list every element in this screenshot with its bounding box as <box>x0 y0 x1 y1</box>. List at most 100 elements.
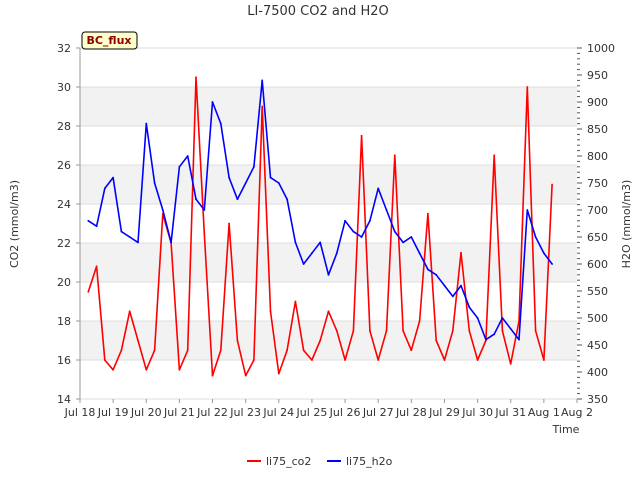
x-tick-label: Jul 24 <box>262 406 294 419</box>
y-ticks-left: 14 16 18 20 22 24 26 28 30 32 <box>57 42 80 406</box>
data-point-li75_co2 <box>261 105 264 108</box>
data-point-li75_h2o <box>319 241 322 244</box>
y-tick-label-left: 20 <box>57 276 71 289</box>
data-point-li75_h2o <box>327 273 330 276</box>
y-tick-label-left: 28 <box>57 120 71 133</box>
data-point-li75_co2 <box>195 76 197 79</box>
data-point-li75_co2 <box>410 349 413 352</box>
data-point-li75_h2o <box>468 306 471 309</box>
data-point-li75_co2 <box>178 368 181 371</box>
x-tick-label: Jul 21 <box>163 406 195 419</box>
x-ticks: Jul 18 Jul 19 Jul 20 Jul 21 Jul 22 Jul 23 Jul … <box>64 399 593 419</box>
x-axis-label: Time <box>552 423 580 436</box>
data-point-li75_h2o <box>402 241 404 244</box>
data-point-li75_h2o <box>145 122 148 125</box>
data-point-li75_h2o <box>551 263 553 265</box>
data-point-li75_co2 <box>186 349 189 352</box>
y-tick-label-right: 850 <box>587 123 608 136</box>
data-point-li75_h2o <box>178 165 181 168</box>
x-tick-label: Jul 20 <box>130 406 162 419</box>
y-tick-label-left: 14 <box>57 393 71 406</box>
y-tick-label-left: 16 <box>57 354 71 367</box>
data-point-li75_h2o <box>244 182 247 184</box>
x-tick-label: Jul 30 <box>461 406 493 419</box>
legend-label-co2: li75_co2 <box>266 455 311 468</box>
x-tick-label: Aug 1 <box>528 406 560 419</box>
y-tick-label-right: 600 <box>587 258 608 271</box>
data-point-li75_co2 <box>103 359 106 361</box>
data-point-li75_co2 <box>211 374 214 377</box>
y-tick-label-right: 900 <box>587 96 608 109</box>
data-point-li75_co2 <box>451 329 454 332</box>
x-tick-label: Jul 27 <box>362 406 394 419</box>
series-layer <box>87 76 553 377</box>
y-tick-label-right: 950 <box>587 69 608 82</box>
data-point-li75_co2 <box>551 183 553 186</box>
x-tick-label: Jul 26 <box>329 406 361 419</box>
data-point-li75_co2 <box>360 134 363 137</box>
background-band <box>80 87 577 126</box>
legend-label-h2o: li75_h2o <box>346 455 393 468</box>
data-point-li75_h2o <box>286 198 288 201</box>
data-point-li75_h2o <box>170 241 173 244</box>
data-point-li75_co2 <box>534 329 537 332</box>
y-tick-label-right: 750 <box>587 177 608 190</box>
data-point-li75_co2 <box>344 359 346 361</box>
data-point-li75_co2 <box>128 310 131 313</box>
x-tick-label: Jul 25 <box>296 406 328 419</box>
data-point-li75_co2 <box>327 310 330 313</box>
y-tick-label-right: 1000 <box>587 42 615 55</box>
data-point-li75_co2 <box>352 329 355 332</box>
data-point-li75_h2o <box>485 338 487 341</box>
data-point-li75_h2o <box>360 236 363 238</box>
y-ticks-right: 350 400 450 500 550 600 650 700 750 800 850 900 950 1… <box>577 42 615 406</box>
data-point-li75_h2o <box>335 252 338 255</box>
data-point-li75_co2 <box>377 359 380 361</box>
y-tick-label-right: 400 <box>587 366 608 379</box>
x-tick-label: Jul 31 <box>494 406 526 419</box>
data-point-li75_h2o <box>418 252 421 255</box>
data-point-li75_h2o <box>277 182 280 184</box>
y-tick-label-right: 800 <box>587 150 608 163</box>
data-point-li75_co2 <box>311 359 313 361</box>
chart-title: LI-7500 CO2 and H2O <box>247 4 389 19</box>
data-point-li75_co2 <box>418 320 421 322</box>
data-point-li75_h2o <box>161 209 164 211</box>
data-point-li75_h2o <box>186 155 189 157</box>
y-tick-label-left: 32 <box>57 42 71 55</box>
x-tick-label: Jul 29 <box>428 406 460 419</box>
data-point-li75_co2 <box>493 154 496 157</box>
data-point-li75_co2 <box>335 329 338 332</box>
data-point-li75_co2 <box>385 329 388 332</box>
data-point-li75_co2 <box>319 339 322 342</box>
data-point-li75_co2 <box>87 290 90 293</box>
y-tick-label-right: 350 <box>587 393 608 406</box>
data-point-li75_h2o <box>518 338 520 341</box>
bc-flux-badge: BC_flux <box>81 31 138 50</box>
badge-label: BC_flux <box>86 34 131 47</box>
data-point-li75_h2o <box>526 209 529 211</box>
y-tick-label-right: 700 <box>587 204 608 217</box>
data-point-li75_h2o <box>352 230 355 233</box>
data-point-li75_co2 <box>460 251 462 254</box>
y-tick-label-left: 24 <box>57 198 71 211</box>
data-point-li75_h2o <box>203 209 206 211</box>
data-point-li75_co2 <box>543 359 545 361</box>
data-point-li75_h2o <box>393 230 396 233</box>
data-point-li75_co2 <box>435 339 438 342</box>
data-point-li75_h2o <box>253 165 255 168</box>
background-bands <box>80 87 577 360</box>
data-point-li75_co2 <box>526 86 529 88</box>
data-point-li75_co2 <box>294 300 297 303</box>
data-point-li75_h2o <box>460 284 462 287</box>
y-tick-label-left: 18 <box>57 315 71 328</box>
data-point-li75_h2o <box>410 236 413 238</box>
data-point-li75_h2o <box>261 79 264 82</box>
y-axis-label-left: CO2 (mmol/m3) <box>8 180 21 268</box>
data-point-li75_h2o <box>228 176 231 179</box>
data-point-li75_co2 <box>236 339 239 342</box>
data-point-li75_h2o <box>534 236 537 238</box>
data-point-li75_co2 <box>443 359 446 361</box>
data-point-li75_h2o <box>385 209 388 211</box>
